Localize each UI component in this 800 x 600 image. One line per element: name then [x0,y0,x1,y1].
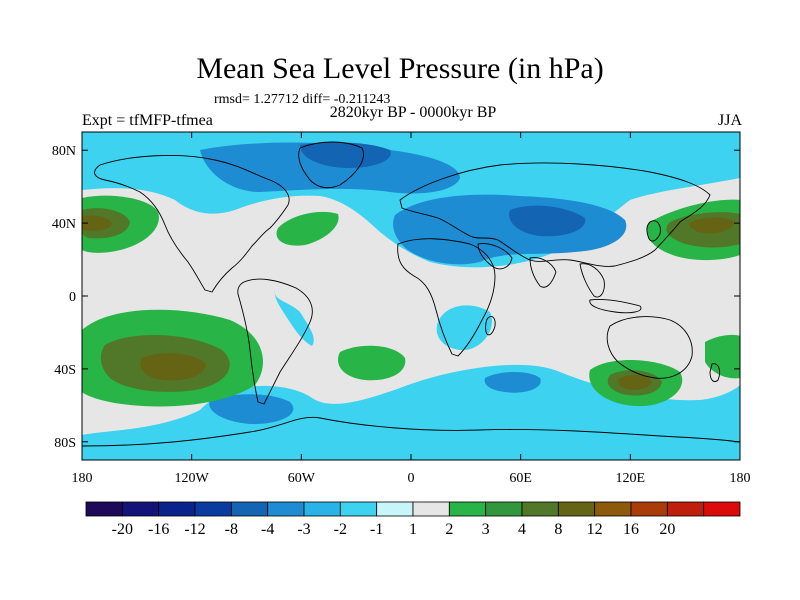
x-tick-label: 60E [509,471,532,486]
coast-greenland [298,141,364,189]
colorbar-swatch [485,501,523,517]
colorbar-swatch [158,501,196,517]
coast-arabia [477,243,513,270]
x-tick-label: 120W [175,471,210,486]
y-tick-label: 40N [52,217,76,232]
colorbar-swatch [521,501,559,517]
colorbar-swatch [557,501,596,517]
contour-positive-3 [82,215,735,390]
coast-southeast-asia [579,263,605,298]
colorbar-swatch [85,501,123,517]
y-tick-label: 0 [69,290,76,305]
colorbar-label: 8 [554,521,562,538]
coast-antarctica [82,416,740,447]
coast-india [529,257,557,288]
colorbar-label: 12 [587,521,603,538]
contour-pacific-east-center [689,217,735,234]
coast-north-america [94,154,290,293]
colorbar-label: -4 [261,521,274,538]
x-tick-label: 180 [72,471,93,486]
colorbar-label: -20 [112,521,133,538]
colorbar-label: 4 [518,521,526,538]
colorbar-label: -12 [184,521,205,538]
x-tick-label: 60W [288,471,316,486]
contour-negative-3 [300,142,586,237]
colorbar-swatch [448,501,487,517]
colorbar-swatch [267,501,305,517]
colorbar-swatch [703,501,741,517]
colorbar-swatch [121,501,160,517]
x-axis: 180 120W 60W 0 60E 120E 180 [72,132,751,486]
coast-japan [646,220,661,242]
y-tick-label: 40S [54,363,76,378]
coast-australia [606,316,693,379]
colorbar-label: -16 [148,521,169,538]
y-tick-label: 80N [52,144,76,159]
contour-arctic-core [300,142,391,168]
colorbar-label: -8 [225,521,238,538]
coast-south-america [237,278,313,405]
contour-indian-ocean [484,372,541,393]
contour-central-asia-core [509,205,586,237]
map-title: Mean Sea Level Pressure (in hPa) [196,52,604,85]
colorbar-label: 3 [482,521,490,538]
colorbar-label: -1 [370,521,383,538]
season-label: JJA [717,112,742,129]
contour-pacific-west-center [82,215,112,231]
coast-new-zealand [709,363,721,383]
contour-indian-center [618,374,652,390]
colorbar-swatch [303,501,341,517]
contour-ross-sea [209,394,294,425]
coast-africa [397,238,496,357]
colorbar-label: -3 [297,521,310,538]
colorbar-label: 1 [409,521,417,538]
colorbar-swatch [230,501,269,517]
contour-south-pacific-center [140,353,206,381]
colorbar-swatch [630,501,668,517]
coastlines [82,141,740,447]
y-tick-label: 80S [54,436,76,451]
colorbar-swatch [412,501,450,517]
x-tick-label: 180 [730,471,751,486]
contour-north-atlantic [276,211,339,246]
colorbar-swatch [666,501,705,517]
x-tick-label: 120E [616,471,646,486]
colorbar-label: 16 [623,521,639,538]
colorbar-label: 20 [659,521,675,538]
contour-africa-south [436,305,492,351]
coast-indonesia [589,299,642,314]
colorbar-label: -2 [334,521,347,538]
colorbar-label: 2 [445,521,453,538]
stats-label: rmsd= 1.27712 diff= -0.211243 [214,92,391,107]
y-axis: 80N 40N 0 40S 80S [52,144,740,451]
colorbar-swatch [376,501,414,517]
coast-madagascar [485,315,496,336]
colorbar-swatch [194,501,232,517]
colorbar-swatch [594,501,632,517]
colorbar: -20 -16 -12 -8 -4 -3 -2 -1 1 2 3 4 8 12 16 20 [85,501,741,538]
colorbar-swatch [339,501,378,517]
contour-south-atlantic-high [337,345,406,381]
contour-negative-2 [200,142,627,425]
contour-south-atlantic [274,290,314,346]
subtitle-label: 2820kyr BP - 0000kyr BP [329,104,497,121]
contour-greenland-low [200,142,460,194]
contour-tasman-high [705,334,740,379]
pressure-field [82,132,740,460]
coast-eurasia [399,162,711,267]
experiment-label: Expt = tfMFP-tfmea [82,112,213,129]
x-tick-label: 0 [408,471,415,486]
